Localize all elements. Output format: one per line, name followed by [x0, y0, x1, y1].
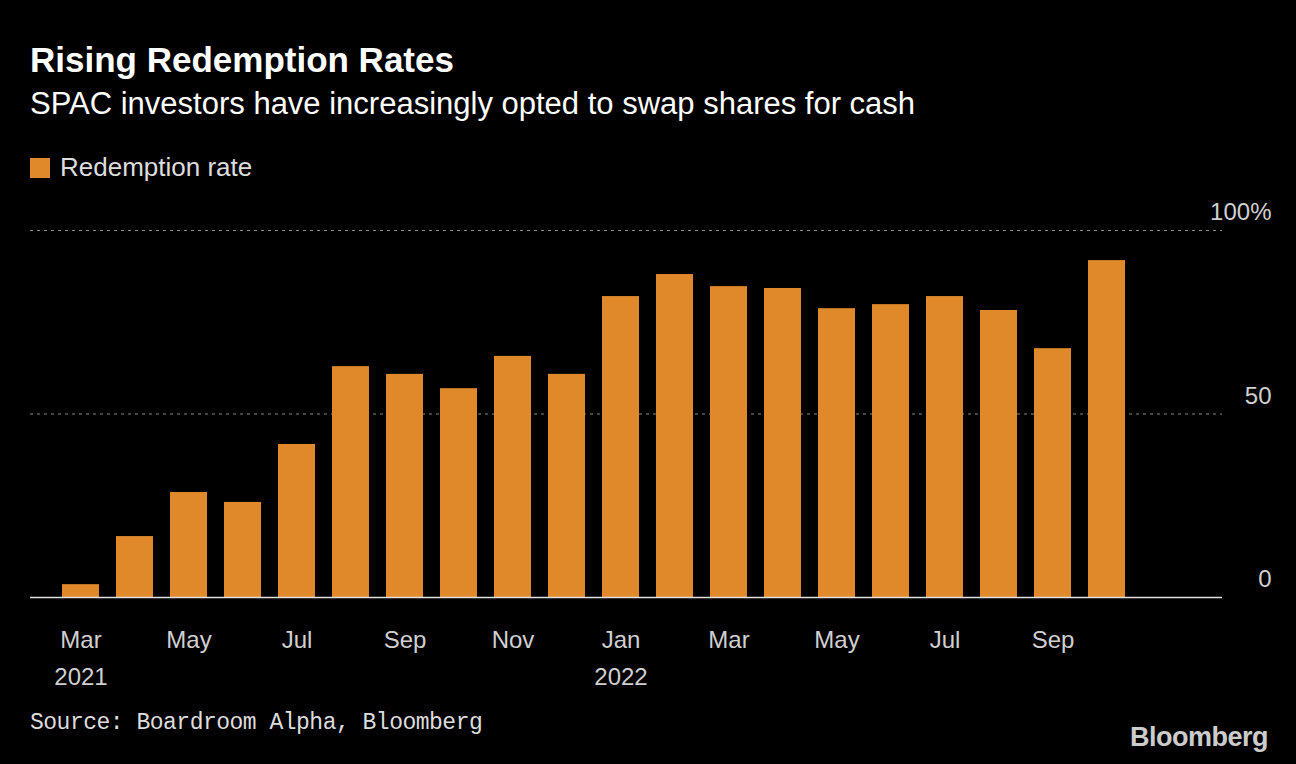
html-text:Redemption rate: Redemption rate	[60, 152, 253, 182]
svg-text:0: 0	[1258, 565, 1271, 592]
svg-text:50: 50	[1245, 382, 1272, 409]
svg-text:Nov: Nov	[492, 626, 535, 653]
html-text:Source: Boardroom Alpha, Bloom: Source: Boardroom Alpha, Bloomberg	[30, 710, 483, 736]
svg-text:Mar: Mar	[708, 626, 749, 653]
svg-text:Sep: Sep	[384, 626, 427, 653]
html-text:Rising Redemption Rates: Rising Redemption Rates	[30, 40, 454, 79]
svg-text:Jan2022: Jan2022	[594, 626, 647, 685]
svg-text:100%: 100%	[1210, 198, 1271, 225]
html-text:SPAC investors have increasing: SPAC investors have increasingly opted t…	[30, 86, 916, 121]
svg-text:Sep: Sep	[1032, 626, 1075, 653]
svg-text:Jul: Jul	[930, 626, 961, 653]
svg-text:May: May	[814, 626, 859, 653]
html-text:Bloomberg: Bloomberg	[1130, 722, 1268, 752]
svg-text:May: May	[166, 626, 211, 653]
svg-text:Mar2021: Mar2021	[54, 626, 107, 685]
svg-text:Jul: Jul	[282, 626, 313, 653]
